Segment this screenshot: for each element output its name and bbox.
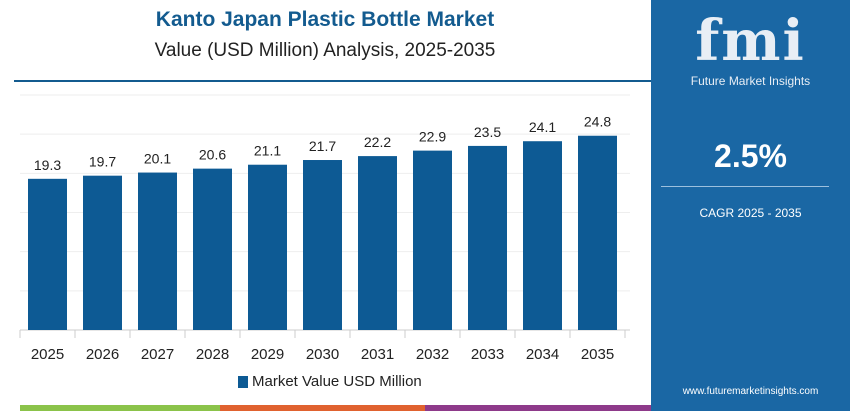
bar: [413, 150, 452, 330]
bar: [358, 156, 397, 330]
bar: [248, 164, 287, 330]
x-tick-label: 2030: [306, 346, 339, 363]
x-tick-label: 2027: [141, 346, 174, 363]
data-label: 19.3: [34, 157, 61, 173]
data-label: 20.6: [199, 147, 226, 163]
bar: [138, 172, 177, 330]
bar: [468, 145, 507, 330]
cagr-value: 2.5%: [714, 138, 787, 174]
bar: [193, 168, 232, 330]
cagr-label: CAGR 2025 - 2035: [699, 206, 802, 220]
x-tick-label: 2034: [526, 346, 559, 363]
data-label: 23.5: [474, 124, 501, 140]
brand-panel: fmi Future Market Insights 2.5% CAGR 202…: [651, 0, 850, 411]
title-divider: [14, 80, 654, 82]
x-tick-label: 2025: [31, 346, 64, 363]
data-label: 24.1: [529, 119, 556, 135]
legend-swatch: [238, 375, 248, 388]
fmi-logo: fmi: [695, 8, 806, 74]
stripe-green: [20, 405, 220, 411]
data-label: 22.2: [364, 134, 391, 150]
data-label: 21.1: [254, 143, 281, 159]
bar-chart: 19.3 2025 19.7 2026 20.1 2027 20.6 2028 21.1 2029…: [19, 94, 630, 363]
stripe-purple: [425, 405, 651, 411]
x-tick-label: 2028: [196, 346, 229, 363]
bar: [303, 160, 342, 330]
data-label: 24.8: [584, 114, 611, 130]
x-tick-label: 2032: [416, 346, 449, 363]
data-label: 20.1: [144, 151, 171, 167]
chart-subtitle: Value (USD Million) Analysis, 2025-2035: [154, 40, 496, 61]
legend-label: Market Value USD Million: [252, 373, 422, 390]
x-tick-label: 2029: [251, 346, 284, 363]
panel-divider: [661, 186, 829, 187]
x-tick-label: 2031: [361, 346, 394, 363]
data-label: 19.7: [89, 154, 116, 170]
x-tick-label: 2033: [471, 346, 504, 363]
website-link[interactable]: www.futuremarketinsights.com: [682, 386, 819, 397]
data-label: 22.9: [419, 129, 446, 145]
legend: Market Value USD Million: [238, 373, 422, 390]
data-label: 21.7: [309, 138, 336, 154]
bar: [523, 141, 562, 330]
x-tick-label: 2026: [86, 346, 119, 363]
chart-title: Kanto Japan Plastic Bottle Market: [155, 8, 495, 31]
stripe-orange: [220, 405, 425, 411]
bar: [578, 135, 617, 330]
x-tick-label: 2035: [581, 346, 614, 363]
bar: [28, 178, 67, 330]
bar: [83, 175, 122, 330]
brand-name: Future Market Insights: [690, 74, 811, 88]
